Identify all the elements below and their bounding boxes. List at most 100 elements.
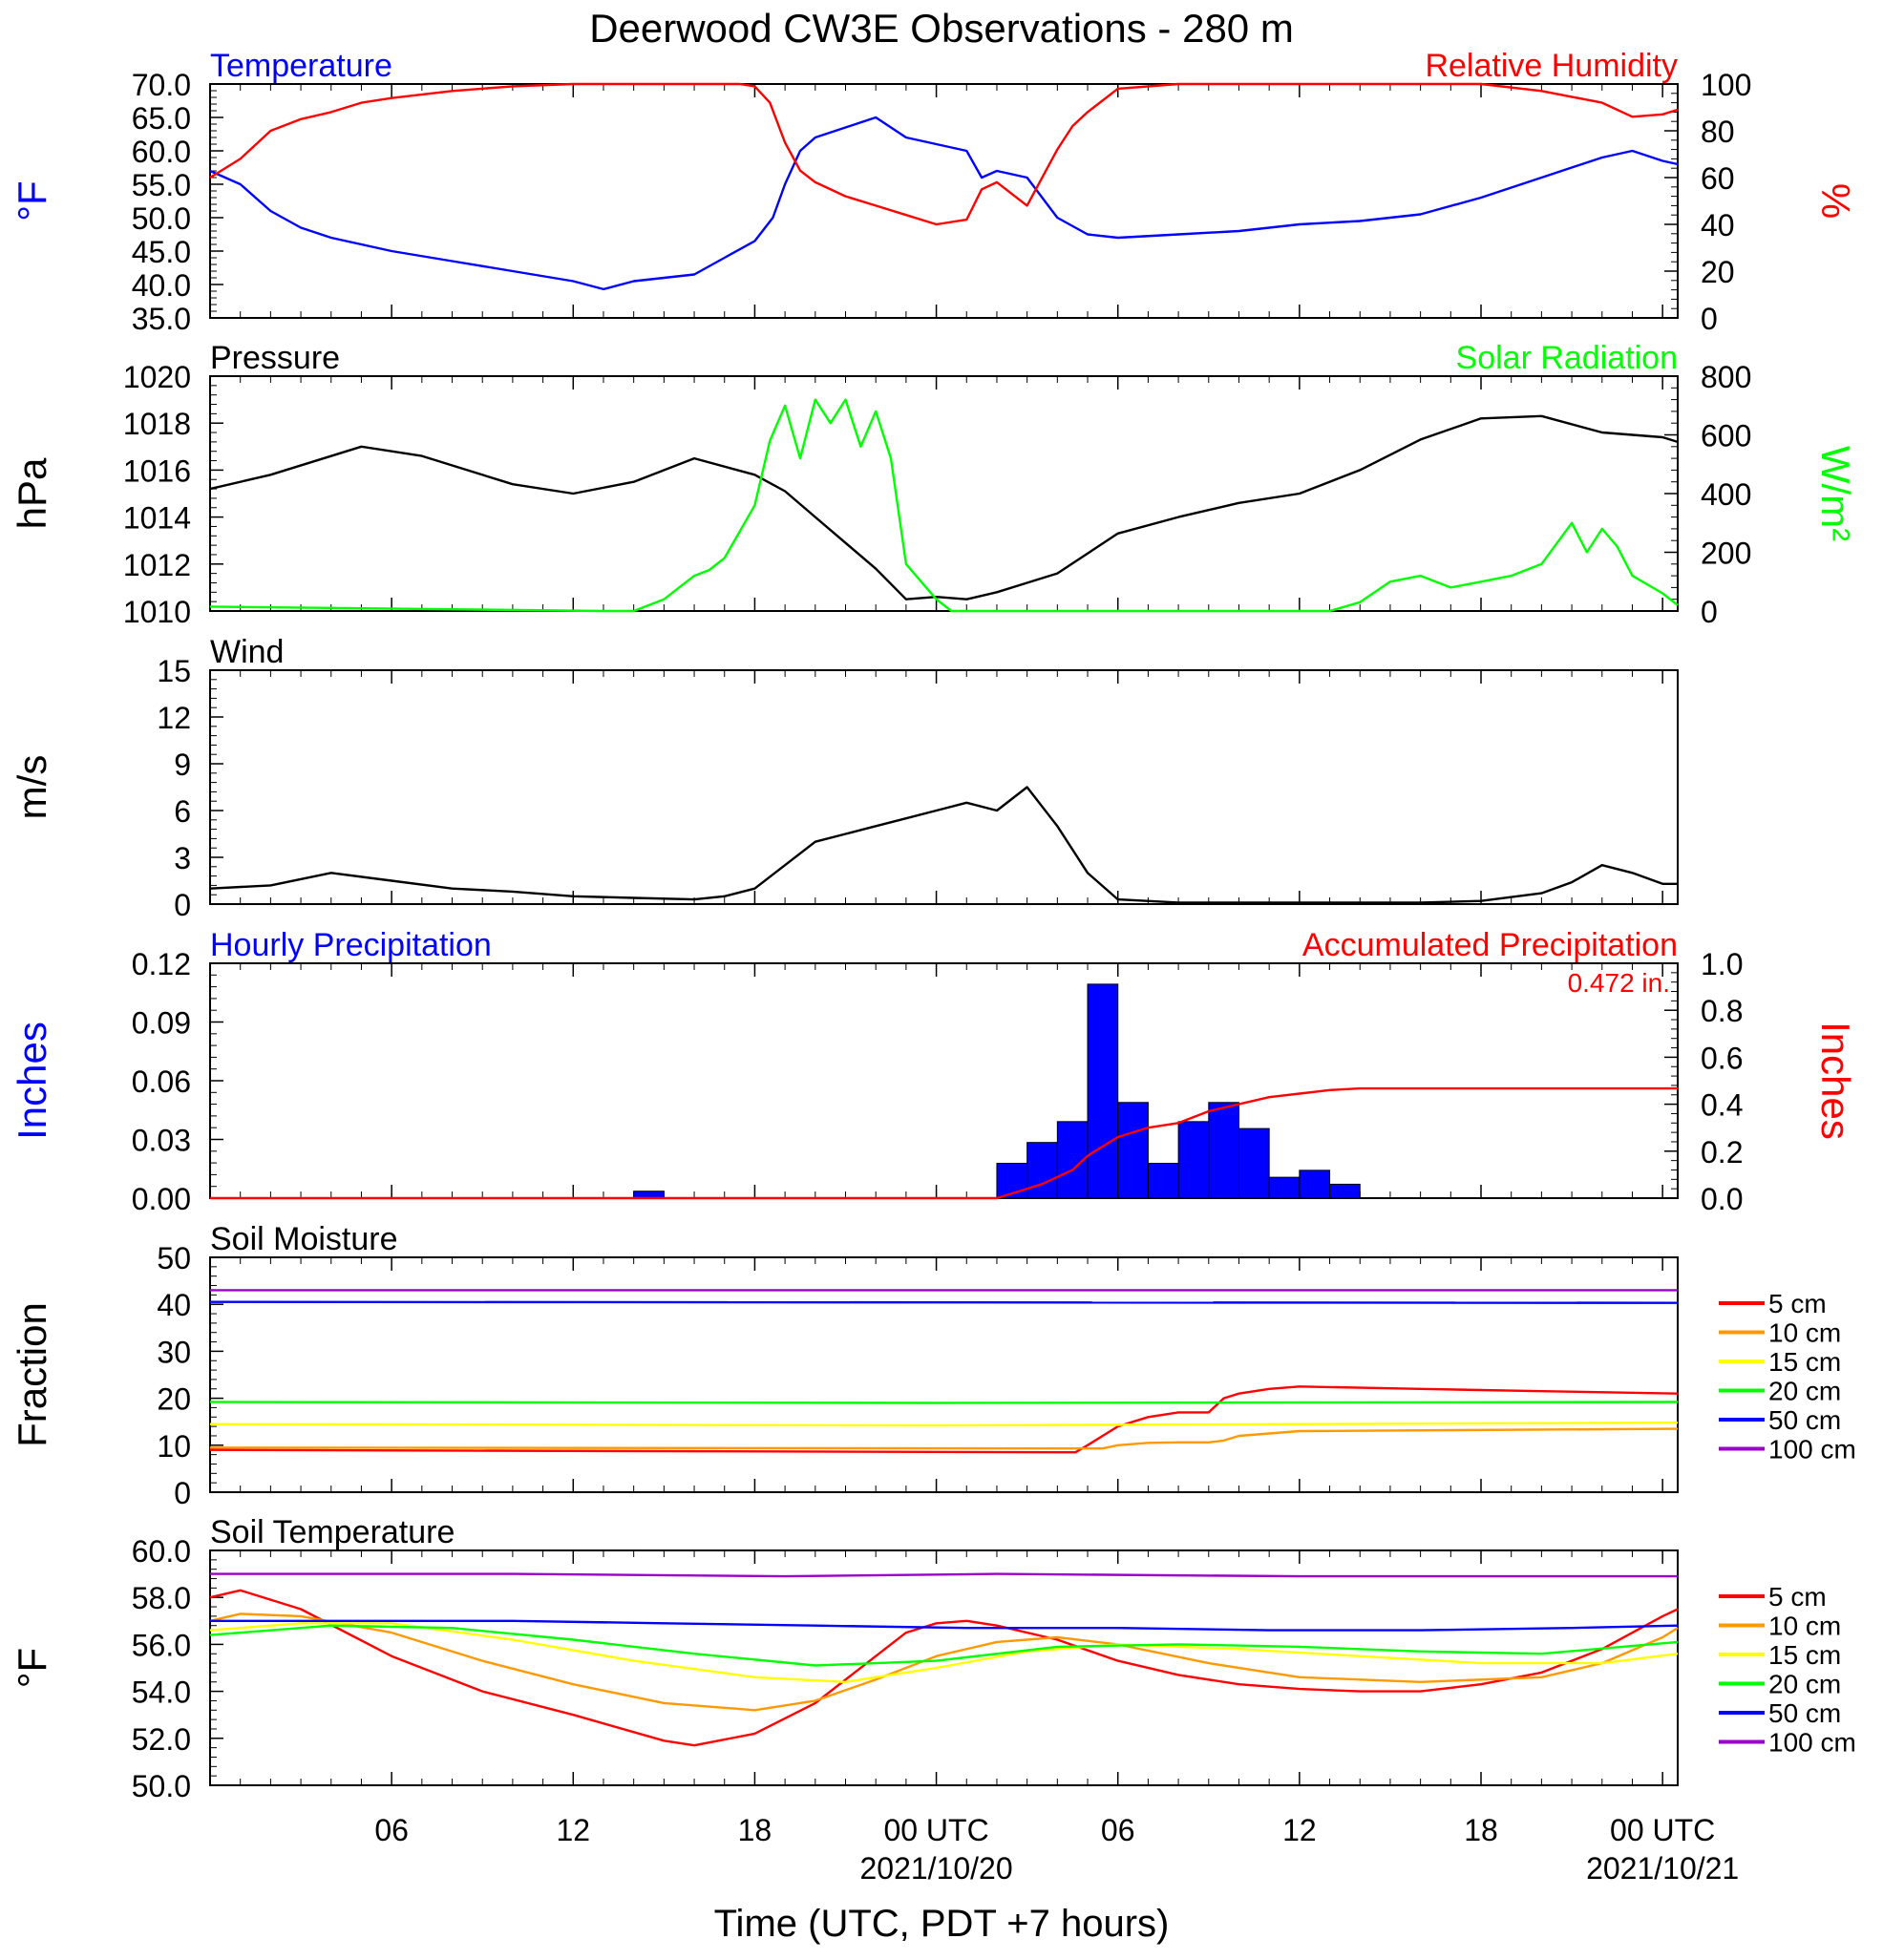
precip-bar [1268, 1176, 1301, 1199]
precip-bar [1208, 1102, 1239, 1199]
precip-bar [1329, 1183, 1361, 1199]
y-tick-label: 200 [1701, 537, 1751, 571]
series-line [209, 398, 1679, 613]
series-line [209, 1421, 1679, 1427]
series-line [210, 1619, 1679, 1632]
y-tick-label: 80 [1701, 115, 1735, 149]
legend-label: 5 cm [1768, 1582, 1827, 1612]
legend-label: 20 cm [1768, 1377, 1841, 1406]
series-line [210, 1572, 1678, 1578]
y-tick-label: 58.0 [132, 1581, 191, 1615]
y-tick-label: 0.09 [132, 1006, 191, 1041]
panel-temp_rh: Temperature Relative Humidity°F %35.040.04… [10, 48, 1858, 336]
left-title: Temperature [210, 48, 392, 84]
y-tick-label: 55.0 [132, 168, 191, 202]
series-line [209, 1589, 1679, 1747]
panel-soil_temperature: Soil Temperature °F 50.0 52.0 54.0 56.0 58.0 60… [10, 1514, 1856, 1803]
y-tick-label: 0.6 [1701, 1041, 1743, 1075]
y-tick-label: 60.0 [132, 1534, 191, 1569]
legend-label: 10 cm [1768, 1318, 1841, 1348]
legend-label: 100 cm [1768, 1728, 1856, 1758]
y-tick-label: 100 [1701, 68, 1751, 102]
legend-label: 20 cm [1768, 1670, 1841, 1699]
series-line [209, 1385, 1679, 1454]
y-tick-label: 35.0 [132, 302, 191, 336]
x-tick-label: 12 [1282, 1813, 1317, 1847]
precip-bar [1147, 1163, 1179, 1199]
right-title: Relative Humidity [1425, 48, 1678, 84]
y-tick-label: 1018 [123, 407, 191, 441]
x-axis-label: Time (UTC, PDT +7 hours) [714, 1903, 1170, 1945]
y-tick-label: 400 [1701, 477, 1751, 512]
plot-frame [209, 1549, 1679, 1786]
left-title: Hourly Precipitation [210, 927, 492, 963]
plot-frame [209, 375, 1679, 612]
y-tick-label: 1020 [123, 360, 191, 394]
y-tick-label: 70.0 [132, 68, 191, 102]
series-line [209, 1624, 1679, 1667]
page-title: Deerwood CW3E Observations - 280 m [589, 6, 1294, 51]
plot-frame [209, 962, 1679, 1199]
series-line [209, 1300, 1679, 1304]
left-title: Pressure [210, 340, 340, 376]
panel-precip: Hourly Precipitation Accumulated Precipit… [10, 927, 1858, 1216]
precip-bar [1177, 1121, 1210, 1199]
x-tick-label: 00 UTC [1610, 1813, 1715, 1847]
plot-frame [209, 1256, 1679, 1493]
panel-wind: Wind m/s 0 3 6 9 12 15 [10, 634, 1679, 922]
y-tick-label: 1016 [123, 453, 191, 488]
y-tick-label: 1010 [123, 595, 191, 629]
right-title: Solar Radiation [1456, 340, 1678, 376]
y-tick-label: 12 [157, 701, 191, 735]
y-tick-label: 0.00 [132, 1182, 191, 1216]
y-tick-label: 0 [1701, 302, 1718, 336]
y-tick-label: 9 [174, 748, 191, 782]
legend-label: 100 cm [1768, 1435, 1856, 1465]
y-tick-label: 65.0 [132, 101, 191, 136]
y-axis-label-left: hPa [10, 457, 54, 529]
x-tick-label: 06 [1101, 1813, 1135, 1847]
precip-bar [1087, 983, 1119, 1199]
legend-label: 50 cm [1768, 1698, 1841, 1728]
y-tick-label: 600 [1701, 419, 1751, 453]
y-axis-label-left: Fraction [10, 1302, 54, 1447]
series-line [209, 414, 1679, 601]
y-tick-label: 0 [174, 1476, 191, 1510]
y-tick-label: 54.0 [132, 1675, 191, 1710]
y-axis-label-left: m/s [10, 755, 54, 820]
y-axis-label-left: °F [10, 180, 54, 221]
x-tick-date: 2021/10/21 [1586, 1851, 1739, 1886]
legend-label: 50 cm [1768, 1405, 1841, 1435]
y-tick-label: 0.0 [1701, 1182, 1743, 1216]
y-tick-label: 56.0 [132, 1628, 191, 1662]
y-tick-label: 0.03 [132, 1124, 191, 1158]
y-tick-label: 52.0 [132, 1722, 191, 1757]
y-tick-label: 40 [1701, 208, 1735, 242]
series-line [209, 1622, 1679, 1684]
series-line [209, 1612, 1679, 1712]
series-line [209, 1401, 1679, 1404]
y-tick-label: 15 [157, 654, 191, 688]
right-title: Accumulated Precipitation [1302, 927, 1678, 963]
plot-frame [209, 669, 1679, 905]
y-tick-label: 60 [1701, 161, 1735, 196]
y-tick-label: 6 [174, 794, 191, 829]
y-tick-label: 50.0 [132, 1769, 191, 1803]
precip-bar [1117, 1102, 1149, 1199]
x-tick-label: 06 [374, 1813, 409, 1847]
accumulated-total: 0.472 in. [1568, 968, 1670, 998]
y-tick-label: 50.0 [132, 201, 191, 236]
precip-bar [1238, 1128, 1270, 1199]
y-tick-label: 45.0 [132, 235, 191, 269]
panel-pressure_solar: Pressure Solar Radiation hPa W/m² 1010 1012 10… [10, 340, 1858, 629]
y-tick-label: 0.12 [132, 947, 191, 981]
x-tick-label: 00 UTC [883, 1813, 988, 1847]
accumulated-precip-line [210, 1086, 1678, 1200]
left-title: Soil Moisture [210, 1221, 398, 1257]
y-tick-label: 30 [157, 1335, 191, 1369]
y-tick-label: 0.2 [1701, 1135, 1743, 1170]
x-tick-label: 12 [556, 1813, 590, 1847]
y-tick-label: 60.0 [132, 135, 191, 169]
plot-frame [209, 83, 1679, 319]
